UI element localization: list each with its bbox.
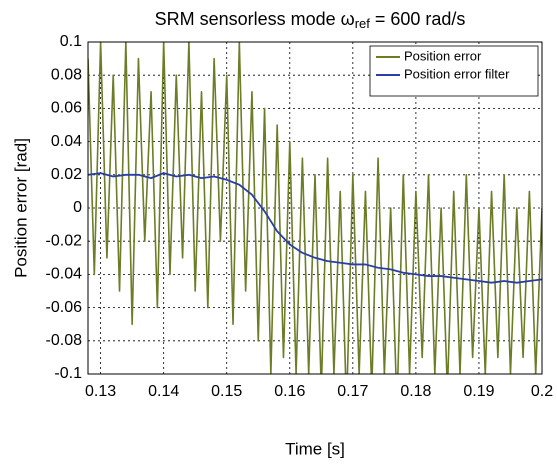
y-tick-label: 0.06 [51,100,82,117]
x-tick-label: 0.18 [400,383,431,400]
x-tick-label: 0.2 [531,383,553,400]
y-tick-label: 0.1 [60,33,82,50]
series-line [88,172,542,284]
y-axis-label: Position error [rad] [11,138,30,278]
x-tick-label: 0.17 [337,383,368,400]
x-axis-label: Time [s] [285,439,345,458]
legend: Position error Position error filter [369,45,539,97]
series-line [88,42,542,374]
legend-box [369,45,539,97]
legend-label: Position error [404,48,482,63]
title-sub: ref [355,16,371,31]
y-tick-label: 0.04 [51,133,82,150]
x-tick-label: 0.16 [274,383,305,400]
y-tick-label: -0.04 [46,266,83,283]
y-tick-label: 0.02 [51,166,82,183]
y-tick-label: -0.02 [46,232,83,249]
x-tick-label: 0.15 [211,383,242,400]
y-tick-label: 0.08 [51,66,82,83]
y-tick-label: 0 [73,199,82,216]
plot-area [88,42,542,374]
title-main: SRM sensorless mode ω [155,9,355,29]
x-tick-label: 0.19 [463,383,494,400]
y-tick-label: -0.08 [46,332,83,349]
chart-title: SRM sensorless mode ωref = 600 rad/s [155,9,466,32]
plot-frame [87,41,543,375]
title-end: = 600 rad/s [370,9,466,29]
x-tick-label: 0.14 [148,383,179,400]
legend-label: Position error filter [404,66,510,81]
y-tick-label: -0.06 [46,299,83,316]
x-tick-label: 0.13 [85,383,116,400]
y-tick-label: -0.1 [54,365,82,382]
